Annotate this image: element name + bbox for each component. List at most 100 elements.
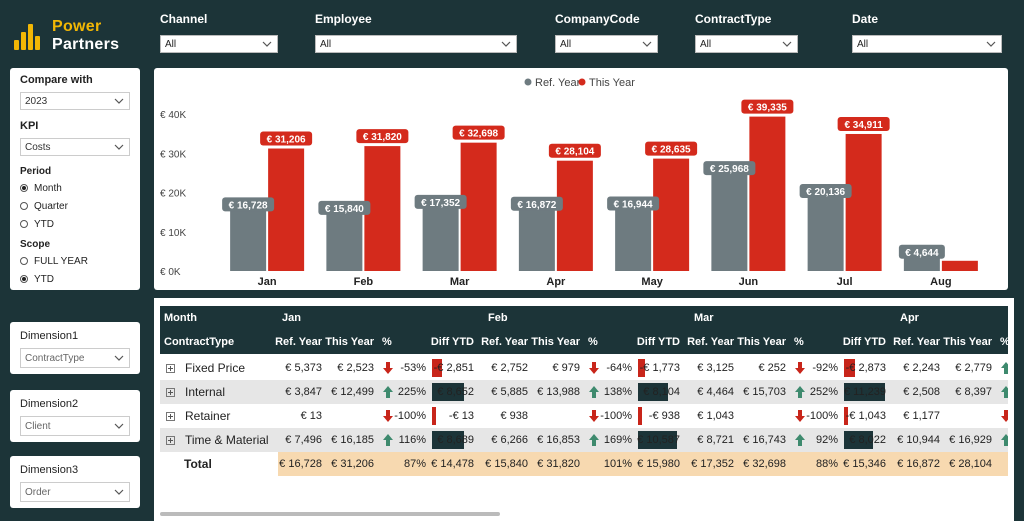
subcolumn-header: This Year xyxy=(943,336,992,348)
diff-value: -€ 13 xyxy=(448,410,474,422)
bar-this-year xyxy=(556,160,593,271)
data-label-box xyxy=(898,244,945,259)
percent-cell: -100% xyxy=(378,404,430,428)
percent-value: -100% xyxy=(806,410,838,422)
subcolumn-header: Diff YTD xyxy=(842,336,886,348)
chevron-down-icon xyxy=(114,489,124,495)
period-option[interactable]: Month xyxy=(20,179,130,197)
dimension1-label: Dimension1 xyxy=(20,330,79,342)
chevron-down-icon xyxy=(642,41,652,47)
this-year-cell: € 15,703 xyxy=(743,386,786,398)
data-label-this: € 34,911 xyxy=(844,120,883,131)
dimension3-dropdown[interactable]: Order xyxy=(20,482,130,502)
diff-bar xyxy=(432,407,436,425)
ref-year-cell: € 2,508 xyxy=(903,386,940,398)
ref-year-cell: € 3,847 xyxy=(285,386,322,398)
matrix-table: Month Jan Feb Mar Apr ContractType Ref. Year Th… xyxy=(160,306,1008,478)
arrow-down-icon xyxy=(383,410,393,422)
percent-cell: -100% xyxy=(790,404,842,428)
arrow-up-icon xyxy=(1001,362,1008,374)
filter-value: All xyxy=(857,39,869,50)
filter-dropdown[interactable]: All xyxy=(695,35,798,53)
data-label-this: € 28,635 xyxy=(652,145,691,156)
data-label-ref: € 16,872 xyxy=(517,200,556,211)
compare-with-dropdown[interactable]: 2023 xyxy=(20,92,130,110)
subcolumn-header: Diff YTD xyxy=(636,336,680,348)
expand-icon[interactable] xyxy=(166,387,175,397)
expand-icon[interactable] xyxy=(166,435,175,445)
dimension1-dropdown[interactable]: ContractType xyxy=(20,348,130,368)
data-label-box xyxy=(645,141,698,156)
total-cell-bg xyxy=(896,452,1008,476)
percent-cell: 169% xyxy=(584,428,636,452)
bar-this-year xyxy=(268,148,305,271)
diff-value: € 10,587 xyxy=(637,434,680,446)
diff-bar xyxy=(844,383,886,401)
ref-year-cell: € 13 xyxy=(300,410,322,422)
percent-value: 225% xyxy=(397,386,426,398)
chevron-down-icon xyxy=(262,41,272,47)
percent-value: -100% xyxy=(600,410,632,422)
dimension3-panel: Dimension3 Order xyxy=(10,456,140,508)
radio-label: Month xyxy=(34,182,62,194)
total-diff-cell: € 15,346 xyxy=(843,458,886,470)
diff-ytd-cell: -€ 13 xyxy=(430,404,478,428)
chevron-down-icon xyxy=(986,41,996,47)
table-total-row: Total € 16,728 € 31,206 87% € 14,478 € 15,840… xyxy=(160,452,1008,476)
expand-icon[interactable] xyxy=(166,363,175,373)
arrow-up-icon xyxy=(383,434,393,446)
diff-value: € 8,689 xyxy=(437,434,474,446)
table-row: Retainer € 13 -100% -€ 13 € 938 -100% -€ 938 € … xyxy=(160,404,1008,428)
scope-option[interactable]: YTD xyxy=(20,270,130,288)
data-label-ref: € 16,728 xyxy=(229,200,268,211)
data-label-box xyxy=(222,197,275,212)
filter-dropdown[interactable]: All xyxy=(555,35,658,53)
logo-text-line1: Power xyxy=(52,18,102,35)
diff-bar xyxy=(844,407,848,425)
horizontal-scrollbar[interactable] xyxy=(160,512,500,516)
dimension3-value: Order xyxy=(25,487,51,498)
percent-value: 138% xyxy=(603,386,632,398)
data-label-box xyxy=(837,116,890,131)
arrow-up-icon xyxy=(795,434,805,446)
percent-value: 116% xyxy=(398,434,426,446)
diff-value: -€ 1,773 xyxy=(639,362,680,374)
filter-value: All xyxy=(165,39,177,50)
bar-ref-year xyxy=(422,202,459,271)
diff-ytd-cell: -€ 2,851 xyxy=(430,356,478,380)
legend-ref-label: Ref. Year xyxy=(535,77,581,89)
ref-year-cell: € 938 xyxy=(500,410,528,422)
total-ref-cell: € 16,728 xyxy=(279,458,322,470)
scope-option[interactable]: FULL YEAR xyxy=(20,252,130,270)
period-option[interactable]: YTD xyxy=(20,215,130,233)
data-label-this: € 31,206 xyxy=(267,135,306,146)
filter-label: Employee xyxy=(315,12,372,26)
table-row: Time & Material € 7,496 € 16,185 116% € 8,68… xyxy=(160,428,1008,452)
kpi-dropdown[interactable]: Costs xyxy=(20,138,130,156)
filter-dropdown[interactable]: All xyxy=(315,35,517,53)
subcolumn-header: Ref. Year xyxy=(275,336,322,348)
data-label-this: € 28,104 xyxy=(555,147,594,158)
subcolumn-header: Ref. Year xyxy=(481,336,528,348)
this-year-cell: € 16,185 xyxy=(331,434,374,446)
subcolumn-header: Ref. Year xyxy=(893,336,940,348)
percent-value: -64% xyxy=(606,362,632,374)
percent-cell: -100% xyxy=(584,404,636,428)
filter-dropdown[interactable]: All xyxy=(852,35,1002,53)
data-label-this: € 32,698 xyxy=(459,129,498,140)
x-tick-label: Mar xyxy=(450,276,470,288)
period-option[interactable]: Quarter xyxy=(20,197,130,215)
data-label-box xyxy=(548,143,601,158)
expand-icon[interactable] xyxy=(166,411,175,421)
arrow-up-icon xyxy=(383,386,393,398)
data-label-box xyxy=(741,99,794,114)
diff-bar xyxy=(844,359,855,377)
diff-value: -€ 2,873 xyxy=(845,362,886,374)
dimension2-dropdown[interactable]: Client xyxy=(20,416,130,436)
filter-dropdown[interactable]: All xyxy=(160,35,278,53)
bar-ref-year xyxy=(711,169,748,271)
row-label: Internal xyxy=(160,380,278,404)
data-label-box xyxy=(510,196,563,211)
total-diff-cell: € 14,478 xyxy=(431,458,474,470)
percent-value: 252% xyxy=(809,386,838,398)
